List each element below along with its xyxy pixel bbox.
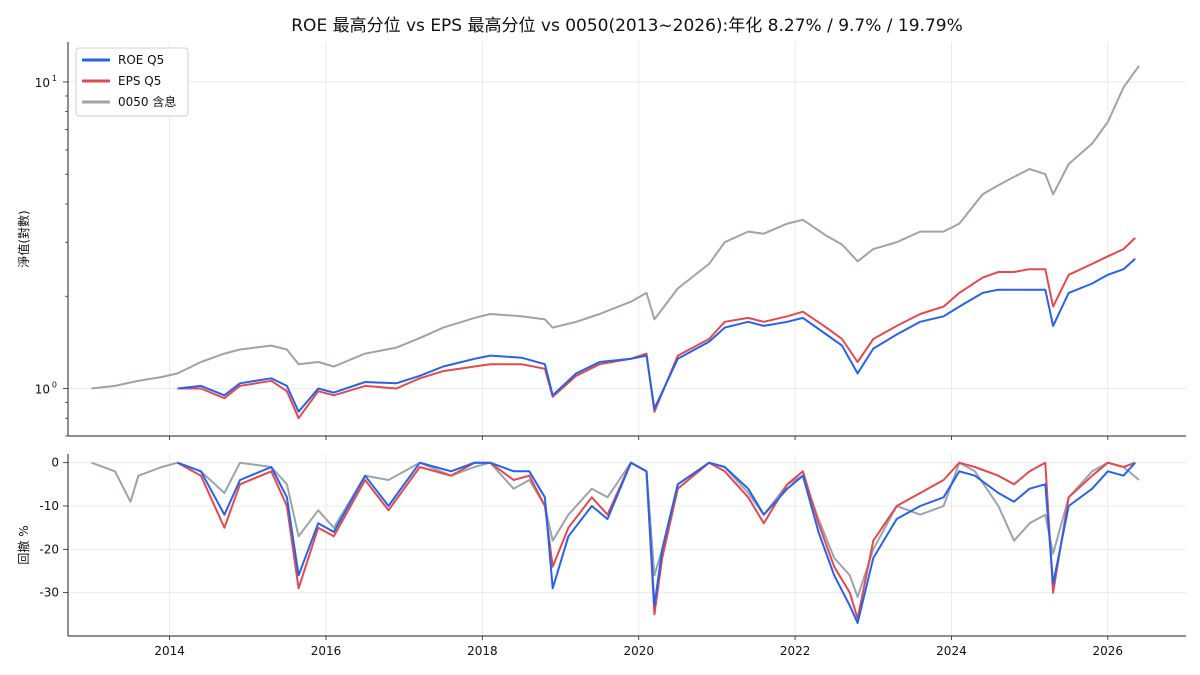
y-tick-label: 10 (35, 76, 50, 90)
series-line-roe-q5 (177, 461, 1136, 624)
x-tick-label: 2018 (467, 644, 498, 658)
series-line-eps-q5 (177, 461, 1136, 620)
y-tick-exponent: 1 (52, 74, 57, 83)
y-tick-label: -10 (39, 499, 59, 513)
series-line-0050 (91, 65, 1140, 390)
series-line-0050 (91, 461, 1140, 598)
x-tick-label: 2022 (780, 644, 811, 658)
chart-title: ROE 最高分位 vs EPS 最高分位 vs 0050(2013~2026):… (291, 16, 963, 36)
y-tick-label: -30 (39, 586, 59, 600)
y-tick-base: 10 (35, 383, 50, 397)
x-tick-label: 2020 (623, 644, 654, 658)
series-line-roe-q5 (177, 258, 1136, 413)
y-tick-label: 10 (35, 383, 50, 397)
y-tick-label: 0 (51, 456, 59, 470)
series-line-eps-q5 (177, 237, 1136, 420)
legend-label: EPS Q5 (118, 74, 161, 88)
drawdown-panel: 2014 2016 2018 2020 2022 2024 2026 0 -10 -20 -30 回撤… (16, 454, 1186, 658)
legend-box (75, 47, 189, 117)
y-axis-title: 回撤 % (16, 525, 31, 564)
x-tick-label: 2016 (311, 644, 342, 658)
x-tick-label: 2024 (936, 644, 967, 658)
x-tick-label: 2026 (1093, 644, 1124, 658)
y-tick-exponent: 0 (52, 381, 57, 390)
y-tick-label: -20 (39, 542, 59, 556)
legend-label: 0050 含息 (118, 94, 176, 109)
legend: ROE Q5 EPS Q5 0050 含息 (75, 47, 189, 117)
y-axis-title: 淨值(對數) (16, 210, 31, 267)
nav-panel: 10 010 1淨值(對數) (16, 42, 1186, 440)
legend-label: ROE Q5 (118, 53, 164, 67)
y-tick-base: 10 (35, 76, 50, 90)
x-tick-label: 2014 (154, 644, 185, 658)
